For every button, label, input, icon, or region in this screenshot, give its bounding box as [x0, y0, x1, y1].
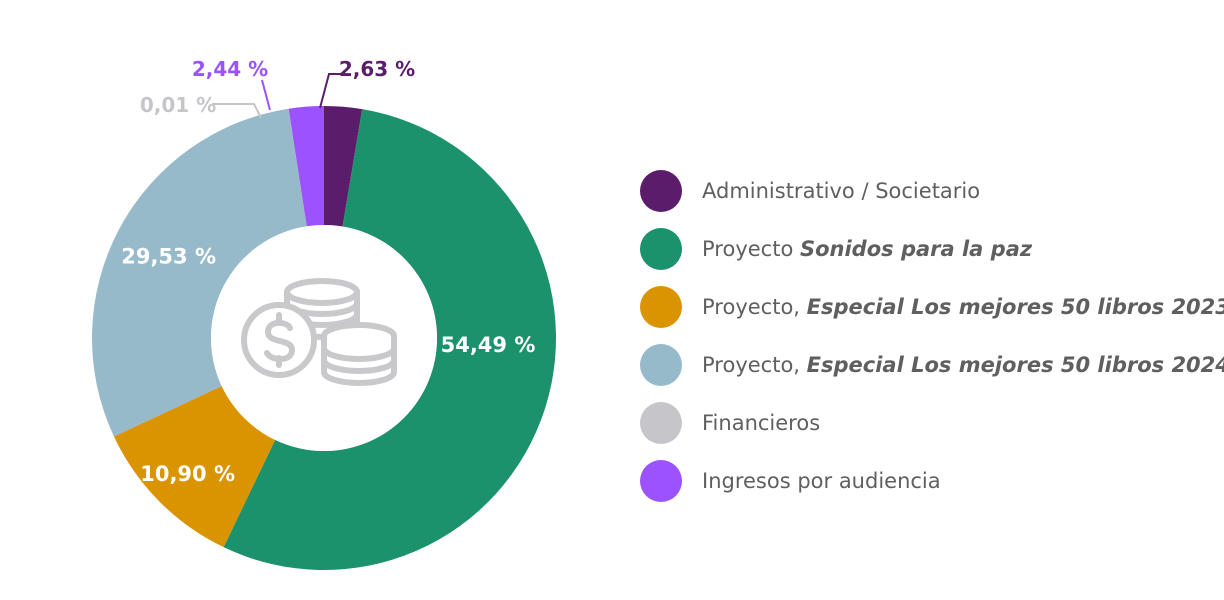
- legend-swatch: [640, 402, 682, 444]
- legend-swatch: [640, 170, 682, 212]
- legend-label: Proyecto, Especial Los mejores 50 libros…: [702, 353, 1224, 377]
- legend-item-sonidos: Proyecto Sonidos para la paz: [640, 220, 1210, 278]
- legend-swatch: [640, 286, 682, 328]
- legend-label: Administrativo / Societario: [702, 179, 981, 203]
- donut-slice: [223, 109, 556, 570]
- legend-swatch: [640, 460, 682, 502]
- slice-label: 2,44 %: [192, 57, 268, 81]
- legend-swatch: [640, 344, 682, 386]
- donut-slice: [113, 385, 276, 548]
- slice-label: 2,63 %: [339, 57, 415, 81]
- legend-label: Proyecto, Especial Los mejores 50 libros…: [702, 295, 1224, 319]
- legend-label: Financieros: [702, 411, 821, 435]
- donut-chart: 2,63 % 54,49 % 10,90 % 29,53 % 0,01 % 2,44 %: [91, 57, 556, 570]
- donut-slice: [288, 108, 307, 227]
- leader-line: [212, 103, 262, 119]
- legend-label: Proyecto Sonidos para la paz: [702, 237, 1033, 261]
- legend-item-libros-2023: Proyecto, Especial Los mejores 50 libros…: [640, 278, 1224, 336]
- legend-item-financieros: Financieros: [640, 394, 1210, 452]
- money-coins-icon: [241, 278, 397, 386]
- slice-label: 54,49 %: [441, 333, 536, 357]
- legend-item-libros-2024: Proyecto, Especial Los mejores 50 libros…: [640, 336, 1224, 394]
- legend-swatch: [640, 228, 682, 270]
- slice-label: 0,01 %: [140, 93, 216, 117]
- slice-label: 29,53 %: [121, 244, 216, 268]
- slice-label: 10,90 %: [140, 462, 235, 486]
- leader-line: [319, 73, 346, 109]
- donut-slice: [324, 106, 363, 227]
- legend-label: Ingresos por audiencia: [702, 469, 941, 493]
- legend-item-audiencia: Ingresos por audiencia: [640, 452, 1210, 510]
- leader-line: [261, 79, 271, 111]
- donut-slice: [91, 108, 307, 437]
- donut-slice: [288, 106, 324, 227]
- legend-item-administrativo: Administrativo / Societario: [640, 162, 1210, 220]
- legend: Administrativo / Societario Proyecto Son…: [640, 162, 1224, 510]
